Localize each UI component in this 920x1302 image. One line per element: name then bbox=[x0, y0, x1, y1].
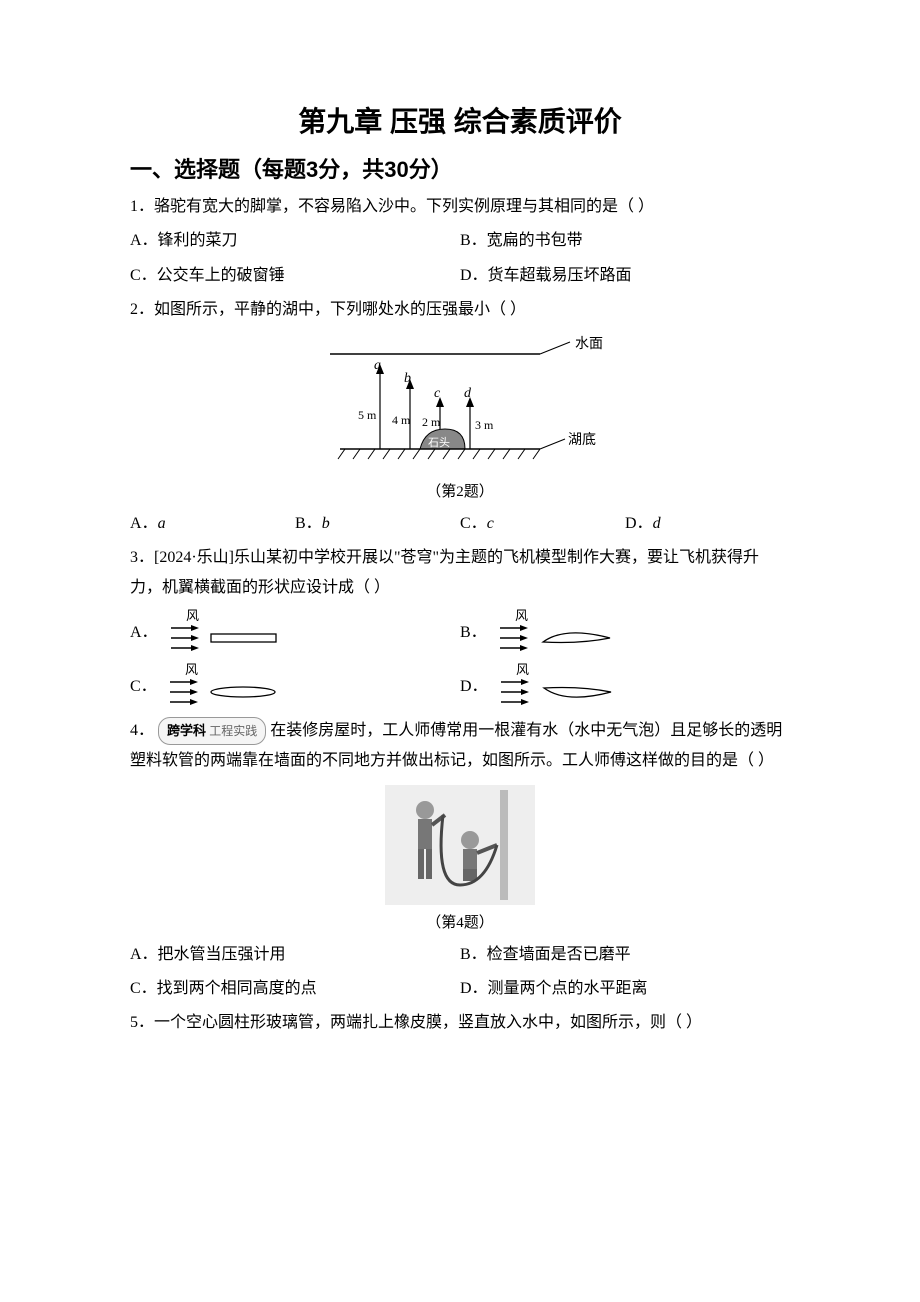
q2-diagram-svg: 水面 a 5 m b 4 m c 2 m d 3 m 石头 bbox=[310, 334, 610, 474]
svg-text:a: a bbox=[374, 358, 381, 373]
svg-text:湖底: 湖底 bbox=[568, 432, 596, 448]
q3-optC: C． 风 bbox=[130, 662, 460, 712]
svg-text:3 m: 3 m bbox=[475, 418, 494, 432]
q3-optD-svg: 风 bbox=[496, 662, 616, 712]
q2-optC: C．c bbox=[460, 509, 625, 539]
q4-figure: （第4题） bbox=[130, 785, 790, 932]
svg-text:5 m: 5 m bbox=[358, 408, 377, 422]
q5-text: 5．一个空心圆柱形玻璃管，两端扎上橡皮膜，竖直放入水中，如图所示，则（ ） bbox=[130, 1008, 790, 1038]
q4-caption: （第4题） bbox=[130, 911, 790, 932]
q2-optD: D．d bbox=[625, 509, 790, 539]
q4-optC: C．找到两个相同高度的点 bbox=[130, 974, 460, 1004]
svg-text:风: 风 bbox=[516, 662, 529, 677]
section-header: 一、选择题（每题3分，共30分） bbox=[130, 152, 790, 184]
q1-optC: C．公交车上的破窗锤 bbox=[130, 261, 460, 291]
q2-caption: （第2题） bbox=[130, 480, 790, 501]
q1-optD: D．货车超载易压坏路面 bbox=[460, 261, 790, 291]
q3-optC-svg: 风 bbox=[165, 662, 285, 712]
cross-subject-tag: 跨学科 工程实践 bbox=[158, 717, 266, 746]
q1-text: 1．骆驼有宽大的脚掌，不容易陷入沙中。下列实例原理与其相同的是（ ） bbox=[130, 192, 790, 222]
svg-text:风: 风 bbox=[515, 608, 528, 623]
q2-options: A．a B．b C．c D．d bbox=[130, 509, 790, 539]
svg-text:b: b bbox=[404, 371, 411, 386]
svg-text:石头: 石头 bbox=[428, 436, 450, 449]
q3-optD: D． 风 bbox=[460, 662, 790, 712]
q2-figure: 水面 a 5 m b 4 m c 2 m d 3 m 石头 bbox=[130, 334, 790, 501]
q4-image-svg bbox=[385, 785, 535, 905]
q3-optB-svg: 风 bbox=[495, 608, 615, 658]
q3-optA: A． 风 bbox=[130, 608, 460, 658]
q4-optD: D．测量两个点的水平距离 bbox=[460, 974, 790, 1004]
svg-text:4 m: 4 m bbox=[392, 413, 411, 427]
q2-optB: B．b bbox=[295, 509, 460, 539]
q3-optB: B． 风 bbox=[460, 608, 790, 658]
svg-text:风: 风 bbox=[185, 662, 198, 677]
q3-optA-svg: 风 bbox=[166, 608, 286, 658]
q4-options-row1: A．把水管当压强计用 B．检查墙面是否已磨平 bbox=[130, 940, 790, 970]
q4-optB: B．检查墙面是否已磨平 bbox=[460, 940, 790, 970]
q1-optA: A．锋利的菜刀 bbox=[130, 226, 460, 256]
svg-text:d: d bbox=[464, 386, 472, 401]
q3-row1: A． 风 B． 风 bbox=[130, 608, 790, 658]
page-title: 第九章 压强 综合素质评价 bbox=[130, 100, 790, 140]
q2-optA: A．a bbox=[130, 509, 295, 539]
svg-text:c: c bbox=[434, 386, 441, 401]
q4-optA: A．把水管当压强计用 bbox=[130, 940, 460, 970]
q1-options-row1: A．锋利的菜刀 B．宽扁的书包带 bbox=[130, 226, 790, 256]
q4-text: 4． 跨学科 工程实践 在装修房屋时，工人师傅常用一根灌有水（水中无气泡）且足够… bbox=[130, 716, 790, 777]
q3-row2: C． 风 D． 风 bbox=[130, 662, 790, 712]
q4-options-row2: C．找到两个相同高度的点 D．测量两个点的水平距离 bbox=[130, 974, 790, 1004]
q1-optB: B．宽扁的书包带 bbox=[460, 226, 790, 256]
svg-text:水面: 水面 bbox=[575, 336, 603, 352]
q3-text: 3．[2024·乐山]乐山某初中学校开展以"苍穹"为主题的飞机模型制作大赛，要让… bbox=[130, 543, 790, 604]
q1-options-row2: C．公交车上的破窗锤 D．货车超载易压坏路面 bbox=[130, 261, 790, 291]
q2-text: 2．如图所示，平静的湖中，下列哪处水的压强最小（ ） bbox=[130, 295, 790, 325]
svg-text:风: 风 bbox=[186, 608, 199, 623]
svg-text:2 m: 2 m bbox=[422, 415, 441, 429]
